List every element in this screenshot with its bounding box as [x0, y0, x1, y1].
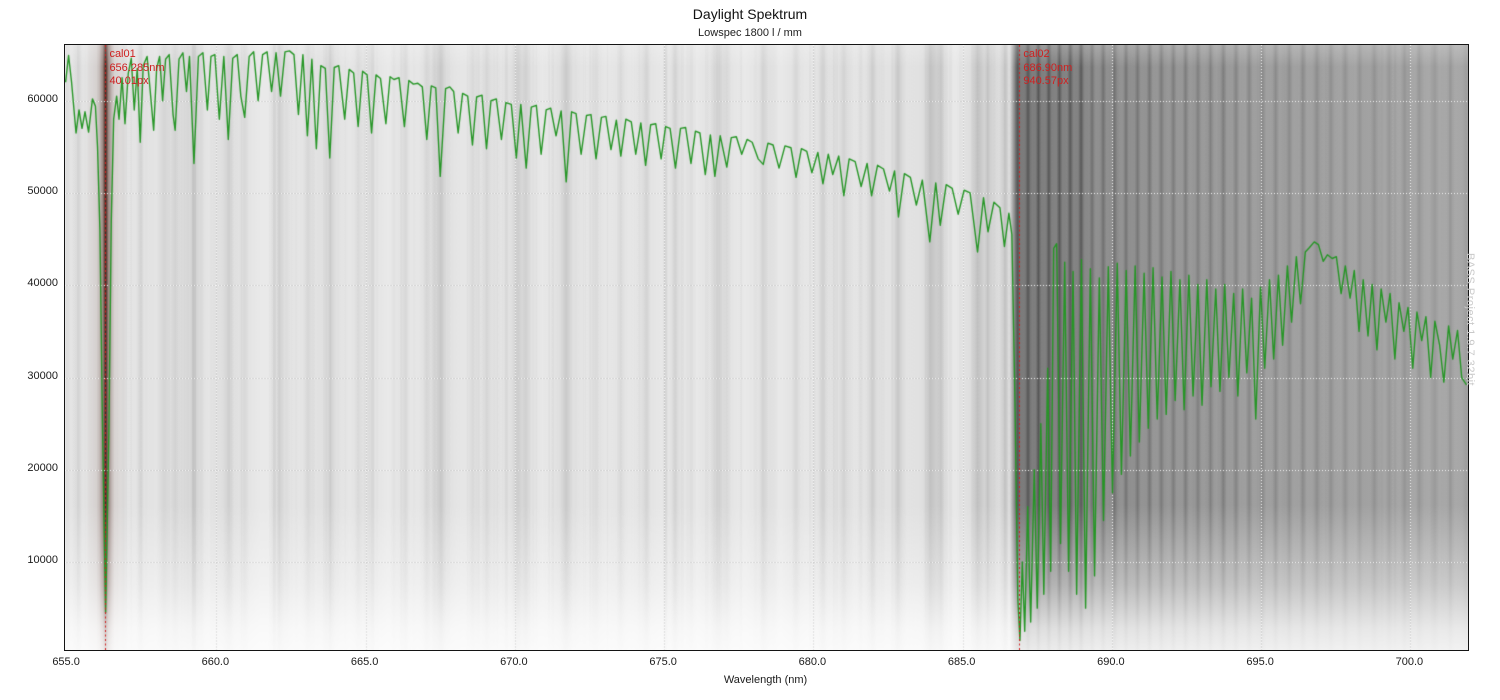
page-title: Daylight Spektrum: [692, 6, 808, 22]
chart-subtitle: Lowspec 1800 l / mm: [698, 27, 802, 39]
x-tick-label: 675.0: [649, 656, 677, 668]
cal02-name: cal02: [1023, 48, 1050, 60]
x-tick-label: 695.0: [1246, 656, 1274, 668]
x-tick-label: 700.0: [1395, 656, 1424, 668]
x-tick-label: 685.0: [947, 656, 976, 668]
y-tick-label: 60000: [27, 92, 58, 105]
app-version-watermark: BASS Project 1.9.7 32bit: [1464, 253, 1476, 387]
cal02-wavelength: 686.90nm: [1023, 61, 1073, 74]
x-tick-label: 655.0: [52, 656, 80, 668]
cal02-marker-label: cal02 686.90nm 940.57px: [1023, 48, 1072, 89]
plot-area[interactable]: cal01 656.285nm 40.01px cal02 686.90nm 9…: [64, 44, 1469, 651]
spectrum-canvas: [65, 45, 1468, 650]
cal01-name: cal01: [109, 48, 136, 60]
x-tick-label: 690.0: [1097, 656, 1125, 668]
cal01-marker-label: cal01 656.285nm 40.01px: [109, 48, 164, 89]
y-tick-label: 30000: [27, 369, 58, 382]
x-tick-label: 680.0: [798, 656, 827, 668]
cal01-wavelength: 656.285nm: [109, 61, 165, 74]
y-tick-label: 10000: [27, 554, 58, 567]
y-tick-label: 20000: [27, 461, 58, 474]
cal01-pixel: 40.01px: [109, 75, 149, 87]
x-tick-label: 660.0: [201, 656, 230, 668]
y-tick-label: 50000: [27, 184, 58, 197]
cal02-pixel: 940.57px: [1023, 75, 1069, 87]
x-axis-title: Wavelength (nm): [723, 674, 808, 686]
y-tick-label: 40000: [27, 277, 58, 290]
x-tick-label: 665.0: [350, 656, 379, 668]
x-tick-label: 670.0: [500, 656, 528, 668]
